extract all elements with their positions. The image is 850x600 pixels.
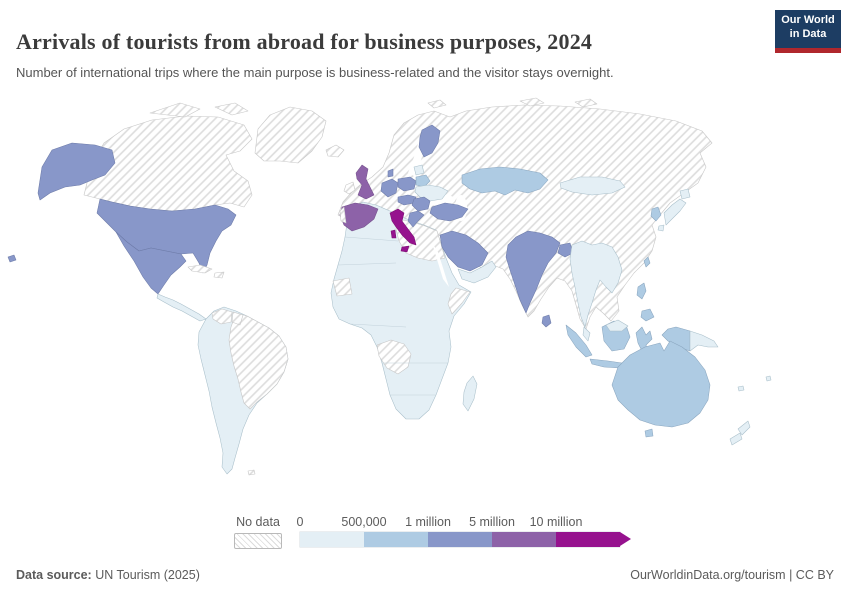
world-map[interactable]: [0, 95, 850, 515]
hawaii-usa[interactable]: [7, 254, 17, 263]
country-cuba[interactable]: [187, 264, 213, 274]
legend-no-data: No data: [233, 515, 283, 549]
country-belarus[interactable]: [415, 174, 431, 188]
legend-bin-5m-10m[interactable]: [492, 532, 556, 547]
tick-500k: 500,000: [341, 515, 387, 529]
no-data-label: No data: [236, 515, 280, 529]
country-india[interactable]: [505, 230, 561, 314]
country-germany[interactable]: [380, 178, 399, 198]
country-turkey[interactable]: [429, 202, 469, 222]
country-taiwan[interactable]: [643, 256, 651, 268]
data-source-label: Data source:: [16, 568, 92, 582]
russian-arctic-islands[interactable]: [427, 97, 598, 109]
data-source: Data source: UN Tourism (2025): [16, 568, 200, 582]
country-united-kingdom[interactable]: [355, 164, 375, 200]
country-iceland[interactable]: [325, 144, 345, 158]
country-mexico[interactable]: [115, 231, 187, 295]
country-indonesia-sumatra[interactable]: [565, 324, 593, 358]
region-yemen-oman[interactable]: [457, 260, 497, 284]
pacific-islands[interactable]: [737, 375, 772, 392]
country-ireland[interactable]: [343, 181, 356, 195]
chart-footer: Data source: UN Tourism (2025) OurWorldi…: [16, 568, 834, 582]
country-venezuela[interactable]: [211, 308, 233, 325]
country-japan-honshu[interactable]: [663, 198, 687, 226]
africa-borders: [337, 236, 448, 396]
page-subtitle: Number of international trips where the …: [16, 65, 614, 80]
country-philippines-mindanao[interactable]: [640, 308, 655, 322]
legend-bin-0-500k[interactable]: [300, 532, 364, 547]
country-madagascar[interactable]: [462, 375, 478, 412]
tick-0: 0: [296, 515, 304, 529]
falkland-islands[interactable]: [247, 469, 256, 476]
country-mauritania[interactable]: [332, 277, 353, 297]
country-italy-sicily[interactable]: [400, 245, 410, 253]
region-guyanas[interactable]: [231, 311, 244, 326]
country-somalia[interactable]: [447, 287, 471, 315]
region-central-america[interactable]: [156, 293, 207, 322]
owid-logo[interactable]: Our World in Data: [775, 10, 841, 53]
country-sri-lanka[interactable]: [541, 314, 552, 328]
map-legend: No data 0 500,000 1 million 5 million 10…: [0, 512, 850, 556]
tick-10m: 10 million: [529, 515, 583, 529]
country-hispaniola[interactable]: [213, 271, 225, 279]
legend-bar: [300, 532, 631, 547]
country-mongolia[interactable]: [559, 176, 626, 196]
country-australia-tasmania[interactable]: [644, 428, 654, 438]
legend-arrow: [620, 532, 631, 546]
owid-logo-line2: in Data: [789, 27, 827, 40]
legend-bin-1m-5m[interactable]: [428, 532, 492, 547]
arctic-islands[interactable]: [149, 102, 249, 118]
country-japan-hokkaido[interactable]: [679, 188, 691, 200]
country-portugal[interactable]: [339, 206, 347, 224]
page-title: Arrivals of tourists from abroad for bus…: [16, 28, 593, 54]
country-new-zealand[interactable]: [729, 420, 751, 446]
country-indonesia-sulawesi[interactable]: [635, 326, 653, 354]
legend-bin-500k-1m[interactable]: [364, 532, 428, 547]
country-dr-congo[interactable]: [376, 339, 412, 375]
country-indonesia-java[interactable]: [589, 358, 623, 369]
region-baltic-states[interactable]: [413, 164, 425, 176]
country-poland[interactable]: [397, 176, 417, 192]
region-romania-bulgaria[interactable]: [411, 196, 431, 212]
tick-5m: 5 million: [469, 515, 515, 529]
no-data-swatch[interactable]: [234, 533, 282, 549]
country-malaysia-borneo[interactable]: [605, 319, 629, 332]
country-italy[interactable]: [389, 208, 417, 246]
country-philippines-luzon[interactable]: [636, 282, 647, 300]
owid-url-license[interactable]: OurWorldinData.org/tourism | CC BY: [630, 568, 834, 582]
country-papua-new-guinea[interactable]: [689, 330, 719, 352]
red-sea: [432, 243, 449, 287]
owid-logo-line1: Our World: [781, 14, 835, 26]
country-saudi-arabia[interactable]: [439, 230, 489, 272]
tick-1m: 1 million: [405, 515, 451, 529]
country-greece[interactable]: [407, 210, 425, 228]
country-malaysia-peninsular[interactable]: [582, 326, 591, 342]
country-italy-sardinia[interactable]: [390, 229, 397, 239]
country-bangladesh[interactable]: [557, 242, 574, 258]
data-source-value: UN Tourism (2025): [91, 568, 200, 582]
country-greenland[interactable]: [254, 106, 327, 164]
country-kazakhstan[interactable]: [461, 166, 549, 196]
legend-bin-10m-plus[interactable]: [556, 532, 620, 547]
country-japan-kyushu[interactable]: [657, 224, 665, 232]
country-denmark[interactable]: [387, 168, 394, 178]
legend-colorbar: 0 500,000 1 million 5 million 10 million: [296, 515, 640, 547]
country-brazil[interactable]: [228, 312, 289, 410]
country-alaska-usa[interactable]: [37, 142, 116, 201]
country-south-korea[interactable]: [650, 206, 662, 222]
country-australia[interactable]: [611, 340, 711, 428]
legend-ticks: 0 500,000 1 million 5 million 10 million: [296, 515, 640, 532]
region-indochina[interactable]: [569, 240, 623, 328]
country-finland[interactable]: [418, 124, 441, 158]
